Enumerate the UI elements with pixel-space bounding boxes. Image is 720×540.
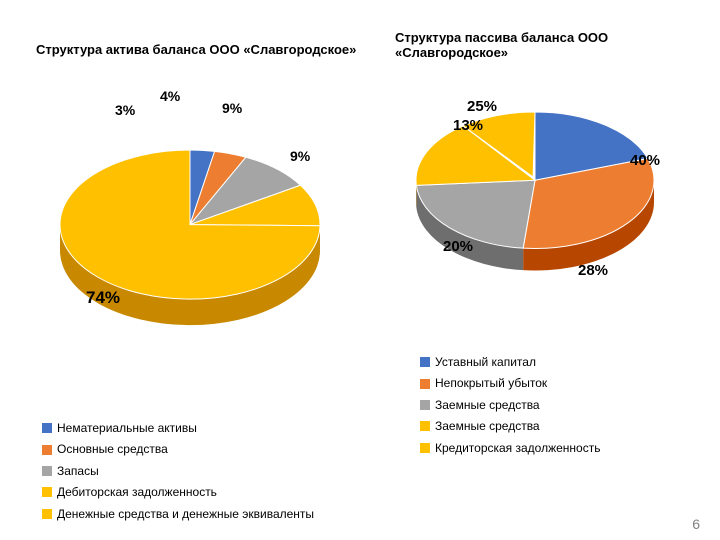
pie-slice-label: 25% <box>467 98 497 115</box>
legend-item: Заемные средства <box>420 416 600 436</box>
right-chart-title: Структура пассива баланса ООО «Славгород… <box>395 30 675 60</box>
legend-item: Основные средства <box>42 439 314 459</box>
legend-label: Запасы <box>57 461 99 481</box>
legend-item: Непокрытый убыток <box>420 373 600 393</box>
legend-label: Основные средства <box>57 439 168 459</box>
legend-label: Заемные средства <box>435 395 540 415</box>
legend-swatch <box>420 379 430 389</box>
pie-slice-label: 3% <box>115 102 135 118</box>
legend-swatch <box>420 443 430 453</box>
legend-label: Кредиторская задолженность <box>435 438 600 458</box>
pie-slice-label: 20% <box>443 238 473 255</box>
left-chart-legend: Нематериальные активыОсновные средстваЗа… <box>42 418 314 525</box>
legend-item: Запасы <box>42 461 314 481</box>
legend-swatch <box>42 509 52 519</box>
legend-label: Непокрытый убыток <box>435 373 547 393</box>
legend-label: Уставный капитал <box>435 352 536 372</box>
legend-swatch <box>42 445 52 455</box>
legend-swatch <box>420 421 430 431</box>
right-chart-legend: Уставный капиталНепокрытый убытокЗаемные… <box>420 352 600 459</box>
legend-label: Нематериальные активы <box>57 418 197 438</box>
legend-item: Нематериальные активы <box>42 418 314 438</box>
legend-item: Заемные средства <box>420 395 600 415</box>
legend-label: Дебиторская задолженность <box>57 482 217 502</box>
legend-item: Денежные средства и денежные эквиваленты <box>42 504 314 524</box>
pie-slice-label: 28% <box>578 262 608 279</box>
pie-slice-label: 40% <box>630 152 660 169</box>
legend-label: Денежные средства и денежные эквиваленты <box>57 504 314 524</box>
pie-slice-label: 74% <box>86 288 120 308</box>
left-chart-title: Структура актива баланса ООО «Славгородс… <box>36 42 356 57</box>
legend-item: Кредиторская задолженность <box>420 438 600 458</box>
pie-slice-label: 13% <box>453 117 483 134</box>
legend-swatch <box>420 357 430 367</box>
legend-item: Уставный капитал <box>420 352 600 372</box>
legend-item: Дебиторская задолженность <box>42 482 314 502</box>
pie-slice-label: 4% <box>160 88 180 104</box>
legend-label: Заемные средства <box>435 416 540 436</box>
legend-swatch <box>420 400 430 410</box>
legend-swatch <box>42 466 52 476</box>
page-number: 6 <box>692 516 700 532</box>
pie-slice-label: 9% <box>222 100 242 116</box>
pie-slice-label: 9% <box>290 148 310 164</box>
legend-swatch <box>42 487 52 497</box>
legend-swatch <box>42 423 52 433</box>
